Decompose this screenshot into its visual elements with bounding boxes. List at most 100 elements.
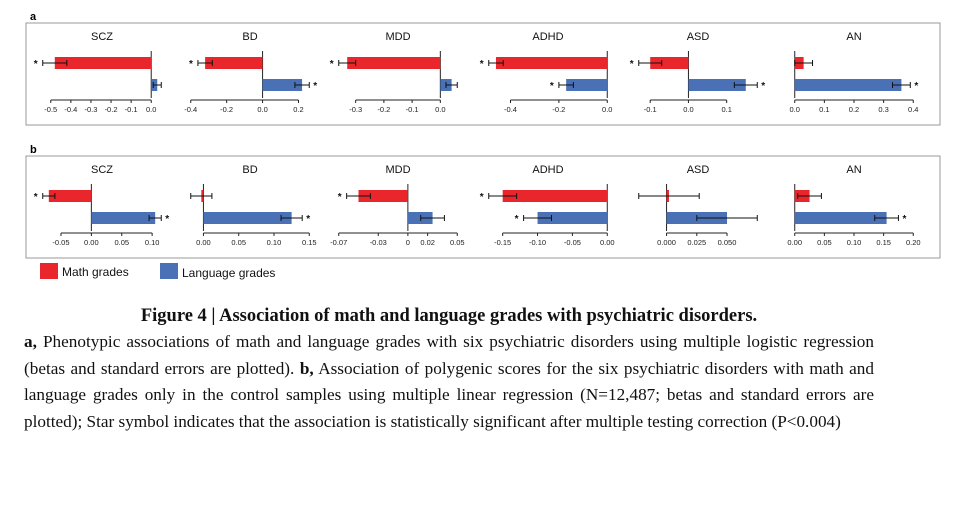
subplot-b-scz: SCZ * * -0.05 0.00 0.05 0.10 <box>34 164 170 247</box>
x-tick-label: 0.025 <box>687 238 706 247</box>
x-tick-label: 0.0 <box>683 105 693 114</box>
legend-swatch-language <box>160 263 178 279</box>
x-tick-label: 0.2 <box>293 105 303 114</box>
subplot-title: MDD <box>385 31 410 43</box>
bar-math <box>347 57 441 69</box>
caption-a-text: Phenotypic associations of math and lang… <box>24 332 874 378</box>
x-tick-label: -0.03 <box>370 238 387 247</box>
x-tick-label: 0.1 <box>721 105 731 114</box>
caption-title: Figure 4 | Association of math and langu… <box>140 306 758 326</box>
x-tick-label: -0.3 <box>84 105 97 114</box>
caption-b-text: Association of polygenic scores for the … <box>24 358 874 431</box>
subplot-a-scz: SCZ * -0.5 -0.4 -0.3 -0.2 -0.1 0.0 <box>34 31 162 114</box>
x-tick-label: -0.2 <box>105 105 118 114</box>
significance-star-math: * <box>330 59 334 70</box>
bar-language <box>262 79 303 91</box>
legend: Math grades Language grades <box>40 263 275 280</box>
significance-star-language: * <box>165 214 169 225</box>
x-tick-label: -0.10 <box>529 238 546 247</box>
x-tick-label: 0.000 <box>657 238 676 247</box>
x-tick-label: 0.0 <box>435 105 445 114</box>
significance-star-math: * <box>34 59 38 70</box>
x-tick-label: -0.4 <box>64 105 77 114</box>
significance-star-language: * <box>550 81 554 92</box>
x-tick-label: -0.3 <box>349 105 362 114</box>
x-tick-label: -0.1 <box>406 105 419 114</box>
subplot-b-asd: ASD 0.000 0.025 0.050 <box>638 164 758 247</box>
x-tick-label: 0.00 <box>196 238 211 247</box>
subplot-b-adhd: ADHD * * -0.15 -0.10 -0.05 0.00 <box>480 164 615 247</box>
subplot-a-mdd: MDD * -0.3 -0.2 -0.1 0.0 <box>330 31 458 114</box>
significance-star-language: * <box>306 214 310 225</box>
subplot-title: BD <box>242 31 257 43</box>
bar-math <box>205 57 263 69</box>
subplot-b-bd: BD * 0.00 0.05 0.10 0.15 <box>190 164 317 247</box>
significance-star-language: * <box>313 81 317 92</box>
bar-math <box>495 57 608 69</box>
panel-a-frame <box>25 22 941 126</box>
x-tick-label: 0.20 <box>906 238 921 247</box>
legend-swatch-math <box>40 263 58 279</box>
x-tick-label: 0.05 <box>114 238 129 247</box>
x-tick-label: -0.05 <box>52 238 69 247</box>
x-tick-label: 0.0 <box>602 105 612 114</box>
x-tick-label: 0.05 <box>817 238 832 247</box>
x-tick-label: -0.2 <box>220 105 233 114</box>
bar-language <box>91 212 156 224</box>
x-tick-label: 0.15 <box>302 238 317 247</box>
x-tick-label: 0.3 <box>878 105 888 114</box>
figure-caption: Figure 4 | Association of math and langu… <box>24 303 874 435</box>
bar-language <box>537 212 608 224</box>
x-tick-label: 0.00 <box>600 238 615 247</box>
x-tick-label: 0.2 <box>849 105 859 114</box>
x-tick-label: -0.1 <box>644 105 657 114</box>
subplot-title: ASD <box>687 164 710 176</box>
subplot-title: SCZ <box>91 31 113 43</box>
subplot-a-adhd: ADHD * * -0.4 -0.2 0.0 <box>480 31 613 114</box>
significance-star-math: * <box>630 59 634 70</box>
bar-language <box>794 212 887 224</box>
subplot-title: SCZ <box>91 164 113 176</box>
bar-language <box>203 212 292 224</box>
x-tick-label: 0.10 <box>145 238 160 247</box>
significance-star-language: * <box>902 214 906 225</box>
x-tick-label: -0.2 <box>552 105 565 114</box>
bar-language <box>794 79 902 91</box>
x-tick-label: -0.1 <box>125 105 138 114</box>
x-tick-label: 0.1 <box>819 105 829 114</box>
x-tick-label: -0.4 <box>184 105 197 114</box>
figure-4-chart: a b SCZ*-0.5 -0.4 -0.3 -0.2 -0.1 0.0BD**-0.4-… <box>25 11 941 280</box>
subplot-a-bd: BD * * -0.4 -0.2 0.0 0.2 <box>184 31 317 114</box>
panel-letter-a: a <box>30 11 37 23</box>
subplot-title: ADHD <box>532 164 563 176</box>
significance-star-math: * <box>189 59 193 70</box>
x-tick-label: 0.10 <box>847 238 862 247</box>
x-tick-label: 0.05 <box>450 238 465 247</box>
bar-language <box>688 79 746 91</box>
significance-star-language: * <box>761 81 765 92</box>
bar-language <box>566 79 608 91</box>
x-tick-label: 0.0 <box>257 105 267 114</box>
subplot-title: AN <box>846 164 861 176</box>
significance-star-math: * <box>34 192 38 203</box>
x-tick-label: 0 <box>406 238 410 247</box>
subplot-b-an: AN * 0.00 0.05 0.10 0.15 0.20 <box>787 164 920 247</box>
x-tick-label: -0.15 <box>494 238 511 247</box>
subplot-title: ASD <box>687 31 710 43</box>
subplot-title: MDD <box>385 164 410 176</box>
subplot-title: AN <box>846 31 861 43</box>
legend-label-math: Math grades <box>62 265 129 279</box>
significance-star-language: * <box>914 81 918 92</box>
subplot-title: ADHD <box>532 31 563 43</box>
x-tick-label: 0.4 <box>908 105 918 114</box>
x-tick-label: -0.2 <box>377 105 390 114</box>
caption-b-label: b, <box>299 358 314 378</box>
bar-math <box>650 57 689 69</box>
x-tick-label: -0.4 <box>504 105 517 114</box>
bar-math <box>48 190 92 202</box>
x-tick-label: -0.07 <box>330 238 347 247</box>
subplot-a-asd: ASD * * -0.1 0.0 0.1 <box>630 31 766 114</box>
x-tick-label: 0.02 <box>420 238 435 247</box>
x-tick-label: 0.00 <box>787 238 802 247</box>
x-tick-label: 0.0 <box>790 105 800 114</box>
